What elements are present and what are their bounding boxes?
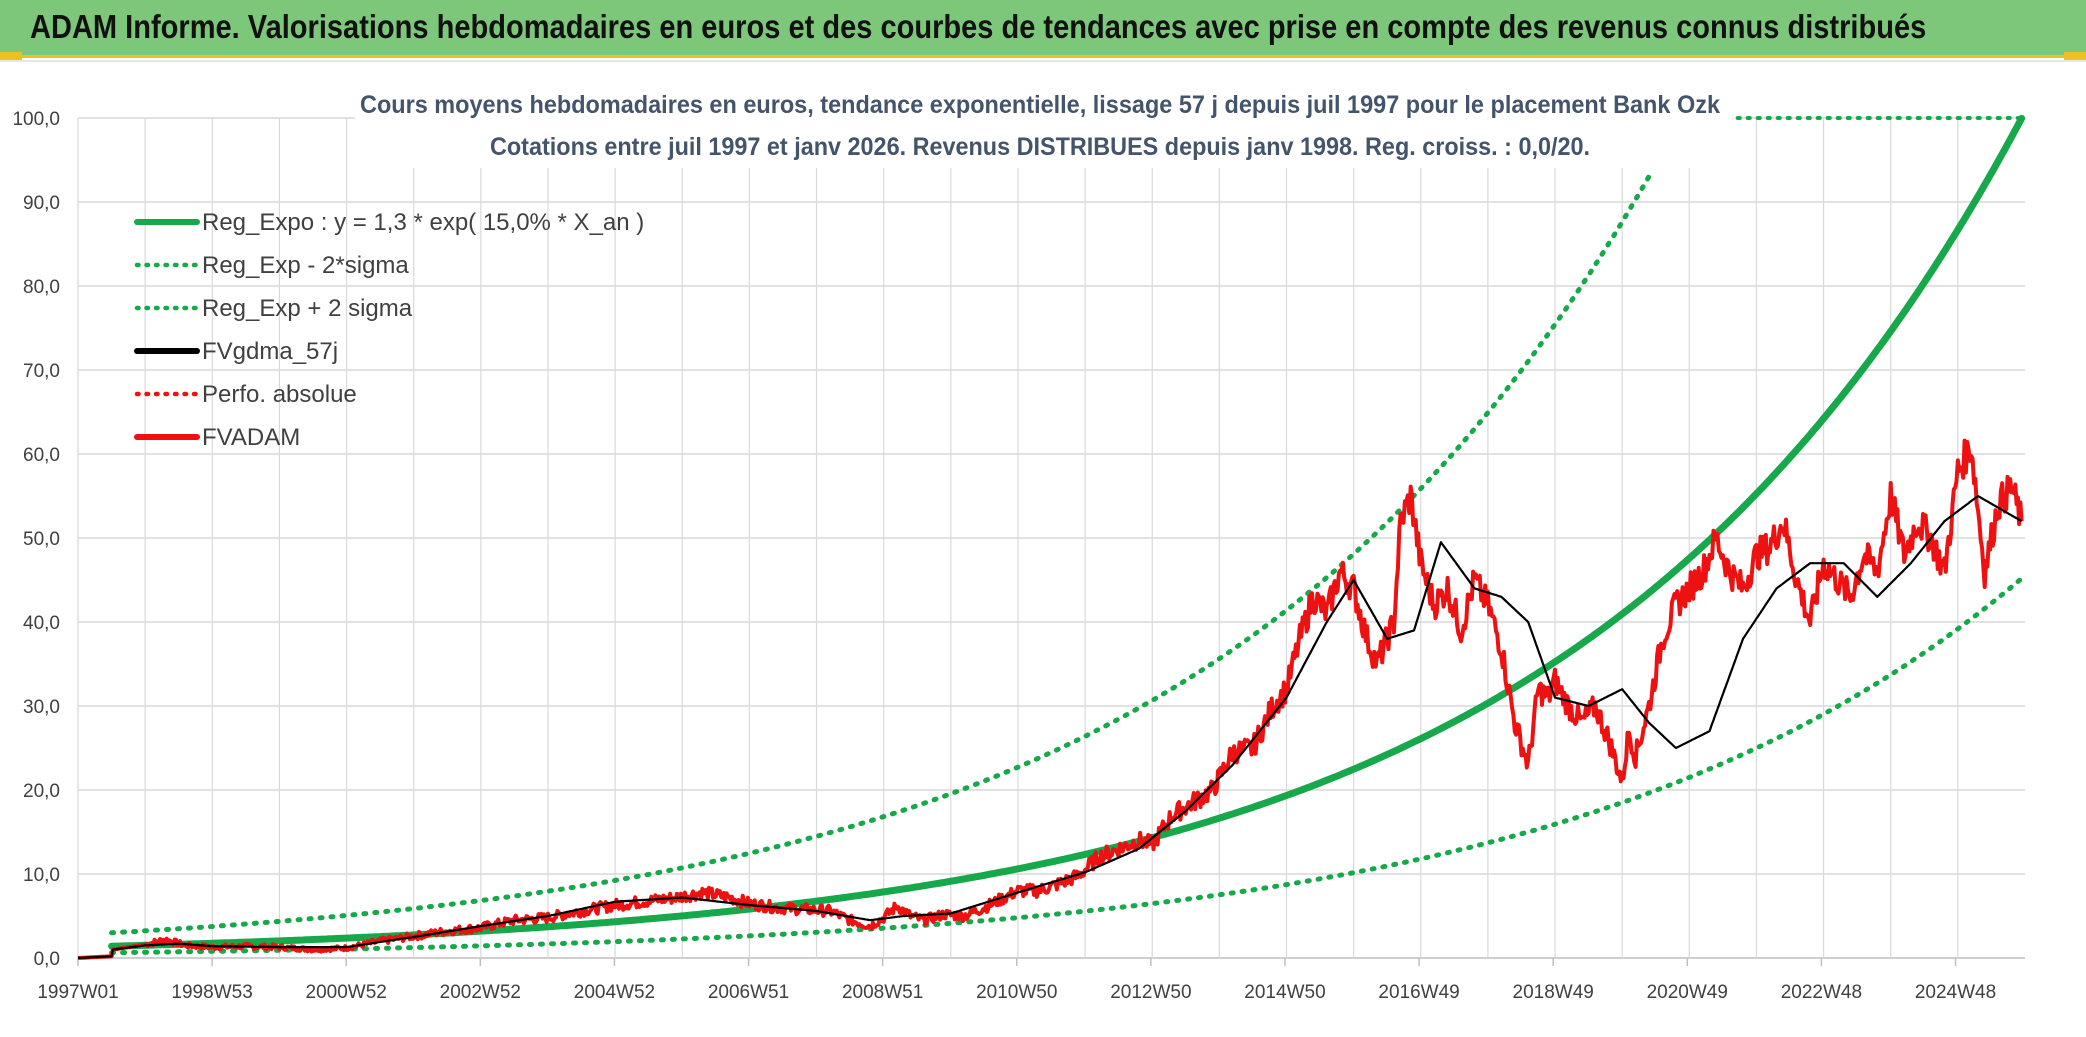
y-tick-label: 100,0 (12, 109, 60, 130)
x-tick-label: 2022W48 (1781, 982, 1862, 1003)
x-tick-label: 2010W50 (976, 982, 1057, 1003)
y-tick-label: 40,0 (23, 613, 60, 634)
x-tick-label: 2016W49 (1378, 982, 1459, 1003)
banner-accent-right (2064, 52, 2086, 60)
x-tick-label: 2008W51 (842, 982, 923, 1003)
x-tick-label: 2012W50 (1110, 982, 1191, 1003)
x-tick-label: 2014W50 (1244, 982, 1325, 1003)
legend: Reg_Expo : y = 1,3 * exp( 15,0% * X_an )… (134, 209, 644, 451)
x-tick-label: 1997W01 (37, 982, 118, 1003)
banner-accent-left (0, 52, 22, 60)
x-tick-label: 2006W51 (708, 982, 789, 1003)
y-tick-label: 0,0 (34, 949, 60, 970)
y-tick-label: 10,0 (23, 865, 60, 886)
x-tick-label: 2024W48 (1915, 982, 1996, 1003)
legend-label: FVADAM (202, 424, 300, 451)
x-tick-label: 1998W53 (171, 982, 252, 1003)
reg-exp-minus-2sigma-line (109, 575, 2025, 956)
title-banner: ADAM Informe. Valorisations hebdomadaire… (0, 0, 2086, 58)
x-tick-label: 2000W52 (306, 982, 387, 1003)
legend-label: Reg_Expo : y = 1,3 * exp( 15,0% * X_an ) (202, 209, 644, 236)
series-lines (77, 114, 2026, 960)
chart-title-line2: Cotations entre juil 1997 et janv 2026. … (490, 133, 1590, 161)
x-tick-label: 2004W52 (574, 982, 655, 1003)
y-tick-label: 60,0 (23, 445, 60, 466)
gridlines (77, 117, 2025, 959)
reg-exp-plus-2sigma-line (109, 173, 1652, 936)
y-tick-label: 20,0 (23, 781, 60, 802)
x-tick-label: 2018W49 (1513, 982, 1594, 1003)
fvgdma-57j-line (77, 494, 2023, 960)
chart-frame (0, 60, 2086, 1037)
x-tick-label: 2020W49 (1647, 982, 1728, 1003)
y-tick-label: 90,0 (23, 193, 60, 214)
legend-label: Perfo. absolue (202, 381, 357, 408)
banner-title: ADAM Informe. Valorisations hebdomadaire… (30, 8, 1927, 45)
y-tick-label: 30,0 (23, 697, 60, 718)
y-tick-label: 50,0 (23, 529, 60, 550)
chart-title-line1: Cours moyens hebdomadaires en euros, ten… (360, 91, 1720, 119)
x-tick-label: 2002W52 (440, 982, 521, 1003)
x-axis-ticks: 1997W01 1998W53 2000W52 2002W52 2004W52 2006W… (37, 958, 1996, 1003)
title-backdrop (355, 88, 1735, 168)
y-tick-label: 80,0 (23, 277, 60, 298)
y-tick-label: 70,0 (23, 361, 60, 382)
reg-expo-line (108, 114, 2026, 950)
legend-label: Reg_Exp + 2 sigma (202, 295, 413, 322)
legend-label: Reg_Exp - 2*sigma (202, 252, 409, 279)
legend-label: FVgdma_57j (202, 338, 338, 365)
y-axis-ticks: 0,0 10,0 20,0 30,0 40,0 50,0 60,0 70,0 80,0 90,0 1… (12, 109, 60, 970)
